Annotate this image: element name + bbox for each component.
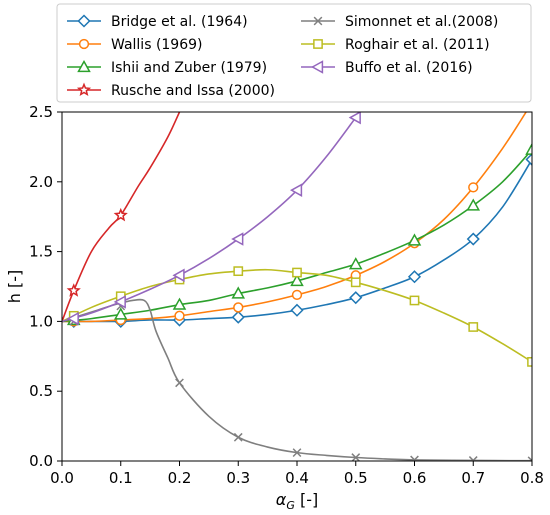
- data-point: [233, 266, 244, 277]
- legend-marker: [77, 59, 91, 73]
- legend-marker: [78, 38, 90, 50]
- data-point: [174, 310, 185, 321]
- data-point: [292, 448, 302, 458]
- y-axis-title: h [-]: [5, 270, 24, 303]
- data-point: [468, 182, 479, 193]
- data-point: [233, 302, 244, 313]
- x-tick-label: 0.7: [461, 469, 485, 487]
- legend-marker: [77, 14, 91, 28]
- legend-label: Rusche and Issa (2000): [111, 83, 275, 99]
- data-point: [113, 295, 126, 309]
- data-point: [172, 268, 185, 283]
- y-tick-label: 2.5: [29, 103, 53, 121]
- legend-label: Ishii and Zuber (1979): [111, 60, 267, 76]
- data-point: [113, 307, 128, 320]
- data-point: [468, 456, 478, 461]
- x-tick-label: 0.4: [285, 469, 309, 487]
- y-tick-label: 0.5: [29, 382, 53, 400]
- legend-label: Buffo et al. (2016): [345, 60, 473, 76]
- legend-item: Ishii and Zuber (1979): [67, 59, 267, 76]
- x-tick-label: 0.2: [168, 469, 192, 487]
- data-point: [231, 232, 244, 246]
- ticks-layer: 0.0 0.1 0.2 0.3 0.4 0.5 0.6 0.7 0.8 0.0 0.5 1.0 1.5 2…: [29, 103, 544, 487]
- legend-item: Bridge et al. (1964): [67, 14, 248, 30]
- data-point: [348, 112, 361, 125]
- series-layer: [62, 112, 532, 461]
- legend-item: Buffo et al. (2016): [301, 60, 473, 76]
- legend-item: Roghair et al. (2011): [301, 37, 490, 53]
- x-tick-label: 0.1: [109, 469, 133, 487]
- data-point: [527, 456, 532, 461]
- y-tick-label: 2.0: [29, 173, 53, 191]
- legend-label: Bridge et al. (1964): [111, 14, 248, 30]
- data-point: [350, 277, 361, 288]
- data-point: [231, 286, 246, 299]
- x-tick-label: 0.0: [50, 469, 74, 487]
- legend-item: Simonnet et al.(2008): [301, 14, 498, 30]
- series-line: [62, 117, 357, 323]
- series-2: [62, 142, 532, 326]
- legend-item: Rusche and Issa (2000): [67, 82, 275, 99]
- data-point: [407, 270, 422, 284]
- x-tick-label: 0.8: [520, 469, 544, 487]
- data-point: [407, 233, 422, 246]
- series-6: [62, 112, 361, 326]
- data-point: [468, 322, 479, 332]
- x-axis-title-unit: [-]: [295, 490, 318, 509]
- x-tick-label: 0.3: [226, 469, 250, 487]
- data-point: [409, 295, 420, 306]
- data-point: [290, 303, 304, 317]
- data-point: [349, 291, 363, 305]
- data-point: [233, 432, 243, 442]
- data-point: [113, 207, 128, 222]
- y-tick-label: 0.0: [29, 452, 53, 470]
- x-tick-label: 0.5: [344, 469, 368, 487]
- data-point: [66, 311, 79, 326]
- legend-marker: [313, 39, 323, 49]
- y-tick-label: 1.0: [29, 312, 53, 330]
- legend-box: [56, 3, 532, 103]
- data-point: [348, 257, 363, 270]
- x-axis-title-subscript: G: [286, 499, 295, 512]
- data-point: [175, 378, 184, 388]
- legend: Bridge et al. (1964) Wallis (1969) Ishii a…: [56, 3, 532, 103]
- data-point: [351, 453, 361, 461]
- data-point: [289, 183, 303, 197]
- data-point: [525, 142, 532, 155]
- legend-marker: [76, 82, 92, 97]
- legend-item: Wallis (1969): [67, 37, 203, 53]
- legend-label: Wallis (1969): [111, 37, 203, 53]
- data-point: [66, 283, 81, 297]
- legend-label: Roghair et al. (2011): [345, 37, 490, 53]
- data-point: [231, 310, 245, 324]
- data-point: [410, 455, 419, 461]
- x-tick-label: 0.6: [403, 469, 427, 487]
- x-axis-title: αG [-]: [276, 490, 318, 512]
- data-point: [466, 198, 481, 211]
- legend-marker: [313, 16, 323, 26]
- data-point: [292, 267, 302, 278]
- series-3: [62, 112, 181, 322]
- data-point: [291, 289, 303, 301]
- data-point: [527, 357, 532, 367]
- x-axis-title-main: α: [276, 490, 287, 509]
- legend-label: Simonnet et al.(2008): [345, 14, 498, 30]
- legend-marker: [310, 60, 324, 74]
- data-point: [525, 152, 532, 167]
- data-point: [466, 232, 480, 246]
- data-point: [172, 297, 187, 310]
- y-tick-label: 1.5: [29, 243, 53, 261]
- data-point: [290, 273, 304, 287]
